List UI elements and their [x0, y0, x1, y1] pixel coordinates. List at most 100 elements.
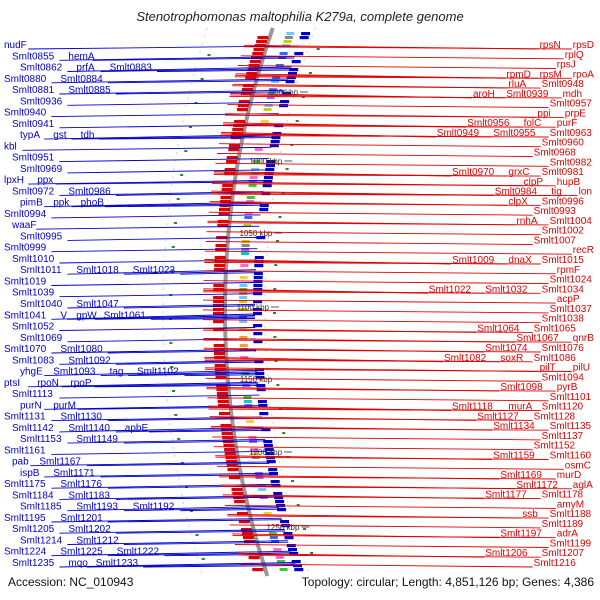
left-gene-label: Smlt1041 [4, 310, 47, 321]
left-gene-label: Smlt1202 [68, 524, 111, 535]
gc-marker [273, 336, 277, 338]
reverse-gene [226, 460, 238, 464]
gc-marker [282, 432, 286, 434]
right-gene-label: Smlt0981 [542, 167, 585, 178]
left-gene-label: rpoN [37, 378, 59, 389]
right-gene-label: Smlt0963 [550, 128, 593, 139]
feature-track-block [244, 212, 253, 215]
forward-gene [254, 360, 264, 364]
reverse-gene [215, 376, 227, 380]
left-connector-line [59, 529, 285, 534]
forward-gene [263, 440, 273, 444]
right-gene-label: ssb [522, 509, 538, 520]
forward-gene [277, 508, 287, 512]
reverse-gene [231, 132, 243, 136]
left-connector-line [107, 519, 283, 523]
feature-track-block [264, 104, 273, 107]
right-gene-label: mdh [563, 89, 582, 100]
right-gene-label: rpsJ [557, 60, 576, 71]
left-connector-line [67, 303, 256, 309]
forward-gene [253, 292, 263, 296]
outer-ring [162, 27, 208, 577]
left-connector-line [115, 91, 285, 95]
left-connector-line [67, 540, 288, 545]
left-gene-label: Smlt1011 [20, 265, 62, 276]
inner-ring [264, 27, 316, 577]
right-gene-label: Smlt1159 [493, 451, 535, 462]
right-gene-label: Smlt0948 [542, 79, 585, 90]
forward-gene [253, 272, 263, 276]
right-gene-label: Smlt1127 [477, 411, 519, 422]
left-connector-line [71, 203, 262, 208]
reverse-gene [229, 476, 240, 480]
left-gene-label: lpxH [4, 175, 24, 186]
gc-marker [276, 240, 279, 242]
gc-marker [290, 144, 294, 146]
reverse-gene [216, 388, 228, 392]
scale-tick-label: 1150 kbp [240, 375, 273, 384]
left-connector-line [67, 438, 266, 444]
left-connector-line [123, 305, 256, 309]
right-connector-line [240, 563, 533, 568]
left-gene-label: Smlt1161 [4, 445, 46, 456]
reverse-gene [221, 188, 233, 192]
left-connector-line [59, 158, 270, 163]
left-gene-label: Smlt1019 [4, 277, 47, 288]
reverse-gene [224, 452, 236, 456]
left-gene-label: Smlt0951 [12, 153, 55, 164]
right-gene-label: rpsM [540, 69, 562, 80]
reverse-gene [220, 196, 232, 200]
gc-marker [278, 216, 282, 218]
feature-track-block [239, 296, 248, 299]
feature-track-block [248, 184, 257, 187]
right-gene-label: Smlt0984 [495, 187, 538, 198]
right-connector-line [206, 231, 541, 236]
right-gene-label: Smlt0955 [493, 128, 536, 139]
left-gene-label: Smlt1233 [96, 558, 139, 569]
right-gene-label: rnhA [516, 216, 537, 227]
right-gene-label: rpsD [573, 40, 594, 51]
gc-marker [207, 54, 211, 56]
feature-track-block [243, 400, 252, 403]
feature-track-block [240, 356, 249, 359]
reverse-gene [214, 264, 226, 268]
right-gene-label: qnrB [573, 333, 594, 344]
feature-track-block [263, 108, 272, 111]
left-connector-line [100, 68, 292, 72]
forward-gene [294, 52, 304, 56]
map-title: Stenotrophomonas maltophilia K279a, comp… [136, 9, 463, 24]
right-gene-label: Smlt1197 [500, 529, 542, 540]
forward-gene [294, 568, 304, 572]
left-gene-label: Smlt1185 [20, 502, 62, 513]
reverse-gene [213, 300, 225, 304]
scale-tick-label: 1000 kbp [249, 157, 282, 166]
right-connector-line [204, 250, 572, 255]
left-connector-line [67, 338, 256, 343]
right-connector-line [203, 339, 572, 343]
gc-marker [295, 120, 299, 122]
right-connector-line [203, 280, 549, 285]
left-gene-label: Smlt0936 [20, 96, 63, 107]
left-connector-line [67, 315, 256, 320]
forward-gene [270, 140, 280, 144]
left-connector-line [104, 204, 262, 208]
right-gene-label: Smlt0939 [506, 89, 549, 100]
feature-track-block [243, 396, 252, 399]
scale-tick-label: 1050 kbp [239, 229, 272, 238]
left-gene-label: Smlt1171 [53, 468, 95, 479]
gc-marker [303, 528, 306, 530]
feature-track-block [241, 252, 249, 255]
right-connector-line [240, 55, 564, 60]
feature-track-block [239, 336, 248, 339]
left-connector-line [123, 541, 289, 545]
forward-gene [263, 176, 273, 180]
right-gene-label: prpE [565, 108, 586, 119]
feature-track-block [239, 276, 248, 279]
feature-track-block [271, 80, 280, 83]
left-connector-line [67, 101, 282, 106]
right-gene-label: osmC [565, 460, 591, 471]
left-gene-label: Smlt0855 [12, 51, 55, 62]
feature-track-block [268, 88, 277, 91]
left-connector-line [59, 327, 256, 331]
reverse-gene [213, 288, 225, 292]
